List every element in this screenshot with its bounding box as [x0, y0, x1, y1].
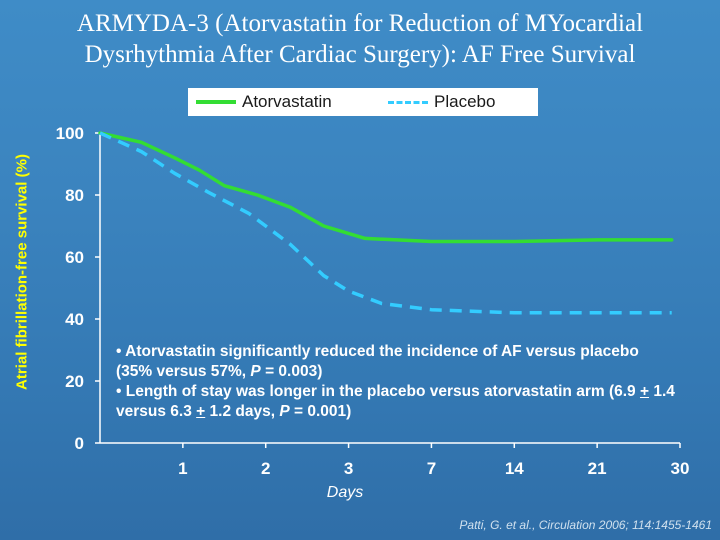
finding-2-text: • Length of stay was longer in the place… — [116, 383, 640, 400]
plus-minus-1: + — [639, 383, 650, 400]
finding-1-text: • Atorvastatin significantly reduced the… — [116, 343, 639, 380]
x-tick-label: 7 — [427, 459, 436, 478]
finding-2-end: = 0.001) — [289, 403, 352, 420]
x-axis-label: Days — [326, 484, 364, 501]
x-tick-label: 21 — [588, 459, 607, 478]
y-tick-label: 20 — [65, 372, 84, 391]
finding-1-end: = 0.003) — [260, 363, 323, 380]
series-line-atorvastatin — [98, 131, 674, 244]
legend-label-placebo: Placebo — [434, 92, 496, 111]
y-tick-label: 60 — [65, 248, 84, 267]
x-tick-label: 30 — [671, 459, 690, 478]
x-tick-label: 2 — [261, 459, 270, 478]
title-line-1: ARMYDA-3 (Atorvastatin for Reduction of … — [76, 10, 644, 37]
findings-text: • Atorvastatin significantly reduced the… — [116, 342, 676, 422]
y-axis-label: Atrial fibrillation-free survival (%) — [13, 154, 31, 390]
chart-legend: Atorvastatin Placebo — [188, 88, 538, 116]
finding-2-mid: 1.4 versus 6.3 — [116, 383, 675, 420]
y-tick-label: 80 — [65, 186, 84, 205]
legend-swatch-atorvastatin — [196, 100, 236, 104]
x-tick-label: 3 — [344, 459, 353, 478]
legend-item-atorvastatin: Atorvastatin — [196, 88, 332, 116]
y-tick-label: 0 — [75, 434, 84, 453]
x-tick-label: 1 — [178, 459, 187, 478]
y-tick-label: 40 — [65, 310, 84, 329]
legend-swatch-placebo — [388, 100, 428, 104]
title-line-2: Dysrhythmia After Cardiac Surgery): AF F… — [84, 41, 636, 68]
finding-2-mid2: 1.2 days, — [205, 403, 280, 420]
finding-1-p: P — [250, 363, 261, 380]
finding-2: • Length of stay was longer in the place… — [116, 382, 676, 422]
y-tick-label: 100 — [56, 124, 84, 143]
plus-minus-2: + — [196, 403, 206, 420]
finding-1: • Atorvastatin significantly reduced the… — [116, 342, 676, 382]
slide-title: ARMYDA-3 (Atorvastatin for Reduction of … — [0, 8, 720, 70]
citation: Patti, G. et al., Circulation 2006; 114:… — [459, 518, 712, 532]
legend-label-atorvastatin: Atorvastatin — [242, 92, 332, 111]
finding-2-p: P — [279, 403, 290, 420]
series-line-placebo — [99, 131, 672, 315]
x-tick-label: 14 — [505, 459, 524, 478]
legend-item-placebo: Placebo — [388, 88, 495, 116]
